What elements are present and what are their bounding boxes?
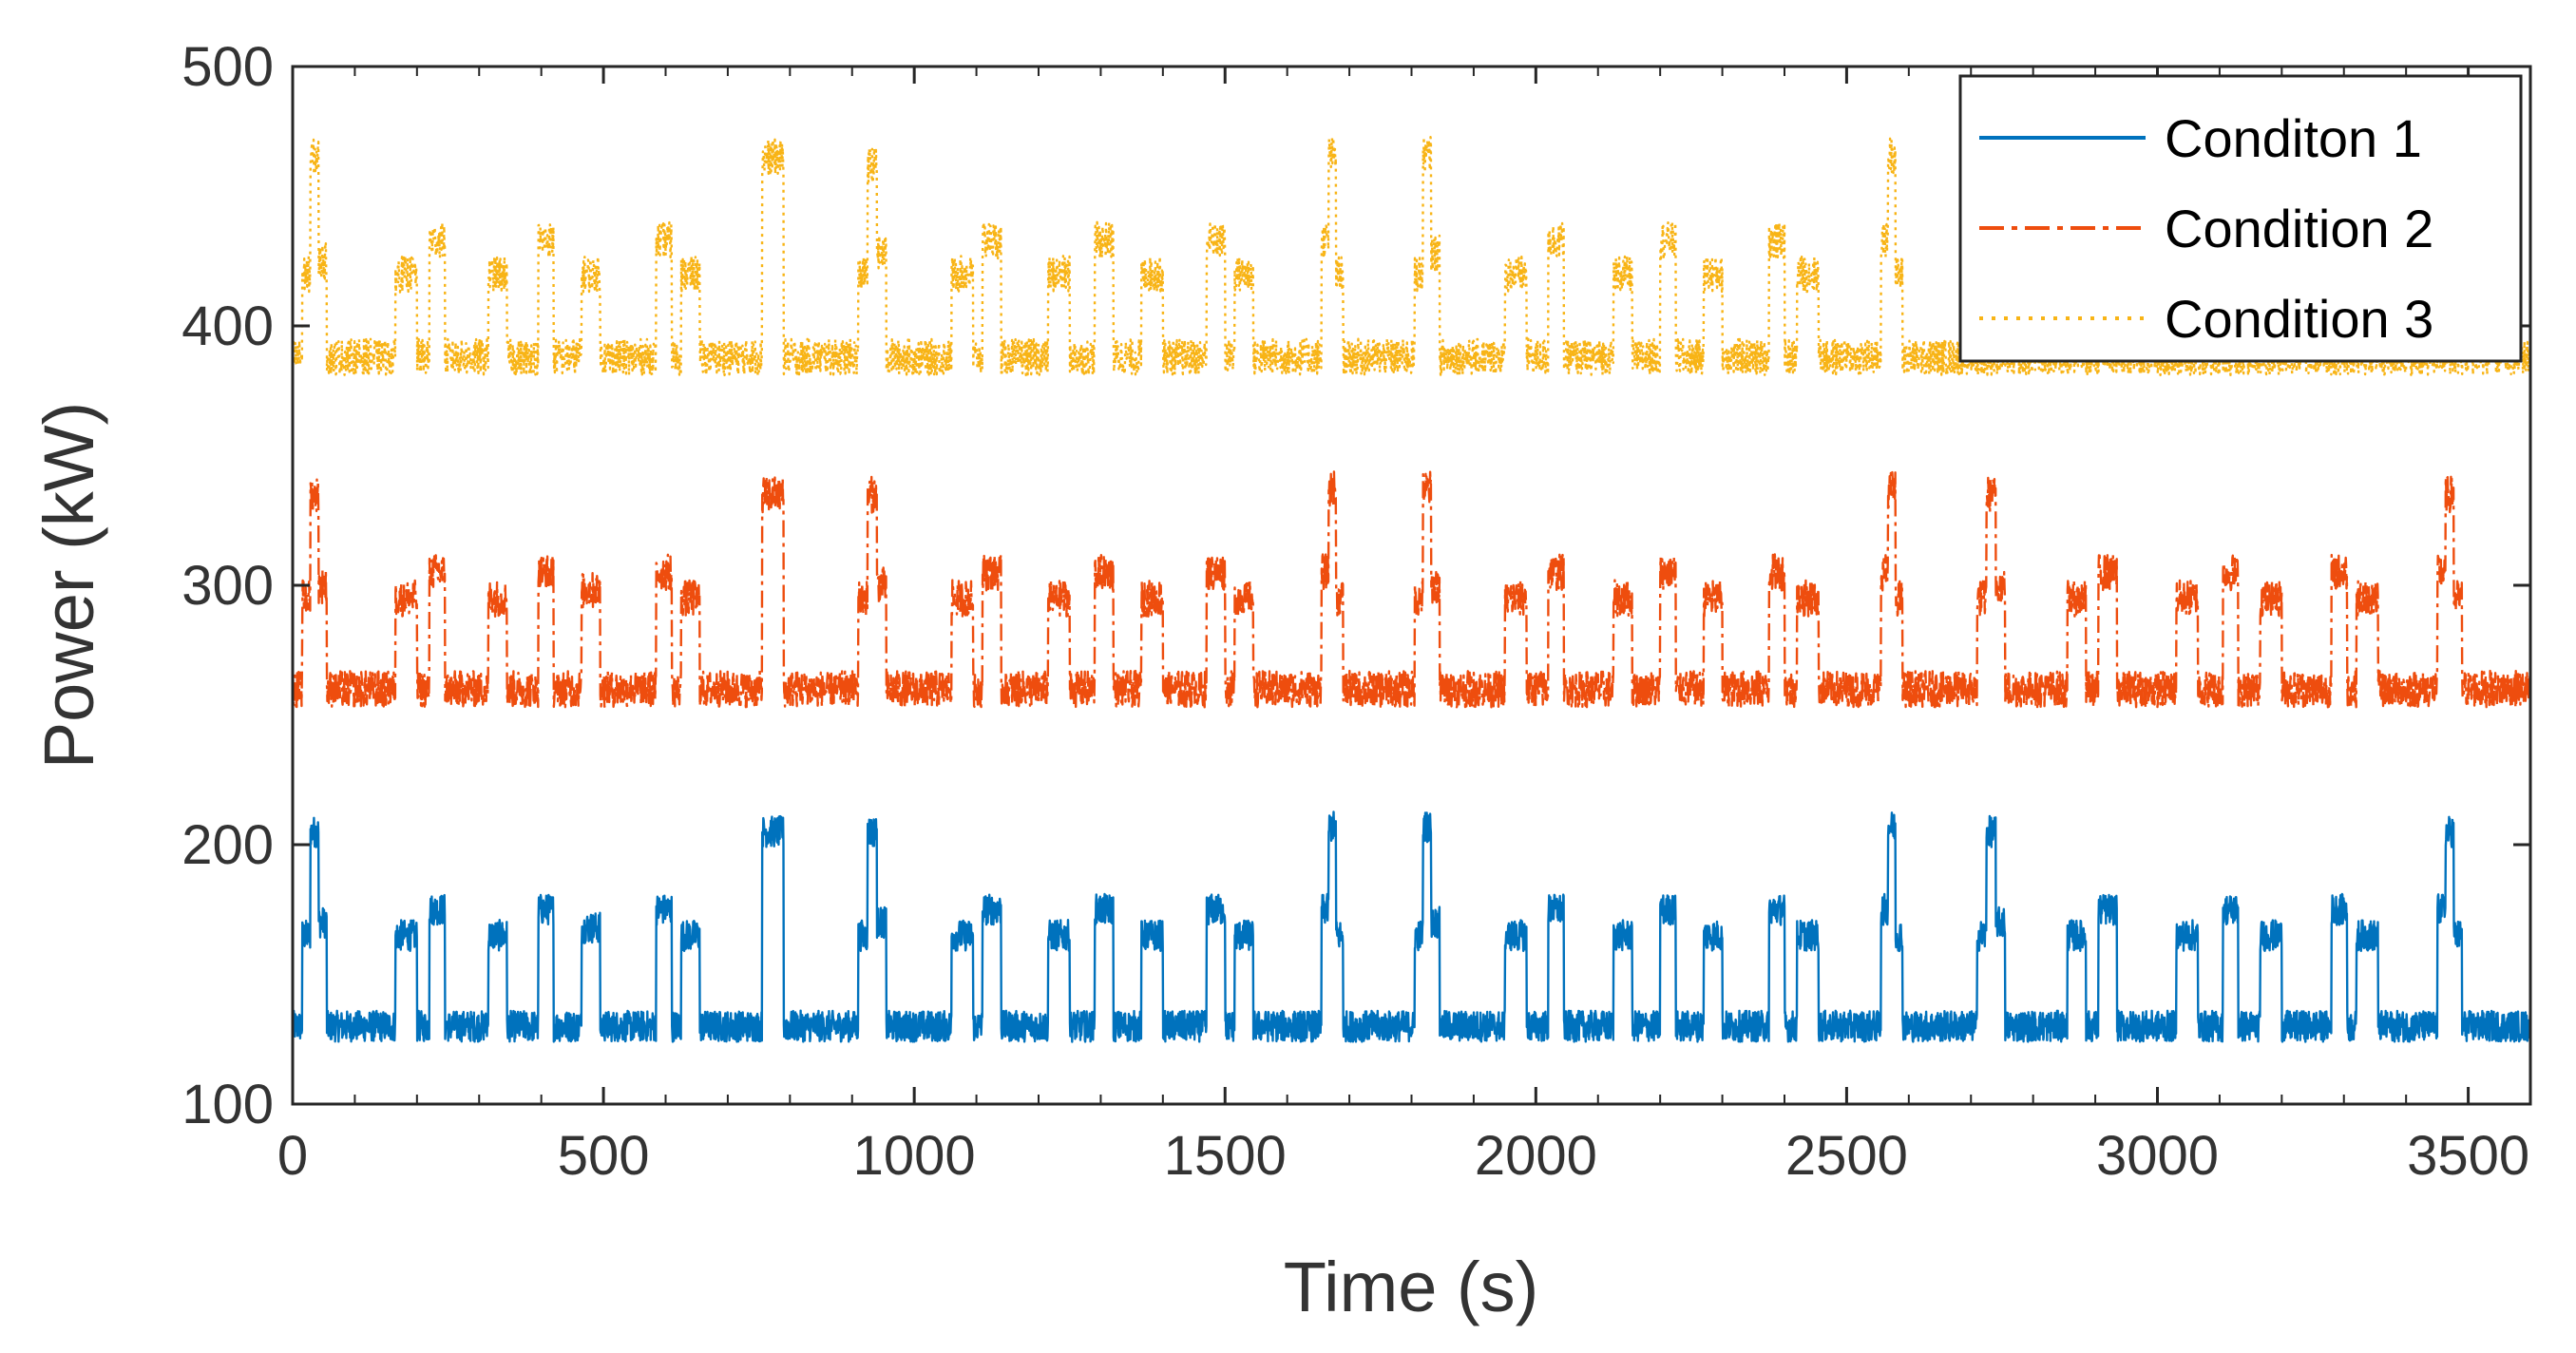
x-tick-label: 1000 [853,1125,976,1187]
x-tick-label: 3000 [2096,1125,2219,1187]
x-tick-label: 0 [277,1125,308,1187]
x-tick-label: 1500 [1164,1125,1287,1187]
legend-box [1958,74,2523,363]
x-tick-label: 3500 [2407,1125,2529,1187]
x-tick-label: 500 [558,1125,650,1187]
series-line-1 [291,810,2532,1043]
x-tick-label: 2500 [1785,1125,1908,1187]
y-tick-label: 200 [181,814,274,876]
tick-layer: 0 500 1000 1500 2000 2500 3000 3500 100 200 300 400… [181,36,2531,1187]
y-tick-label: 300 [181,555,274,617]
series-line-2 [291,470,2531,709]
legend-label-1: Conditon 1 [2165,108,2422,168]
y-tick-label: 500 [181,36,274,98]
y-tick-label: 100 [181,1074,274,1135]
y-axis-title: Power (kW) [29,402,108,769]
x-axis-title: Time (s) [1284,1248,1539,1326]
legend: Conditon 1 Condition 2 Condition 3 [1958,74,2523,363]
legend-label-2: Condition 2 [2165,199,2433,258]
legend-label-3: Condition 3 [2165,289,2433,349]
y-tick-label: 400 [181,295,274,357]
x-tick-label: 2000 [1475,1125,1597,1187]
